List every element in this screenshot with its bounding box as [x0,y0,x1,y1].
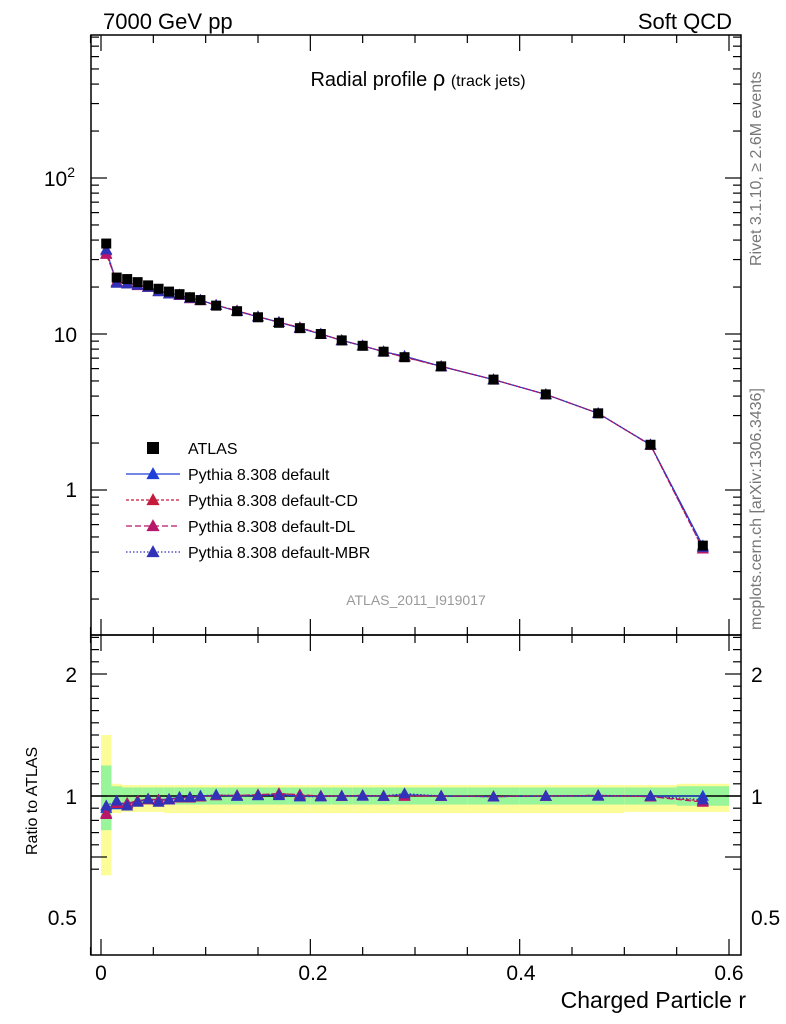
atlas-point-14 [294,323,305,334]
atlas-point-6 [164,286,175,297]
atlas-point-23 [593,408,604,419]
atlas-point-1 [111,272,122,283]
atlas-point-19 [399,352,410,363]
ratio-series-3-point-7 [173,790,186,802]
legend-marker-atlas [147,442,159,454]
atlas-point-8 [184,292,195,303]
svg-text:Radial profile ρ (track jets): Radial profile ρ (track jets) [310,66,525,91]
ratio-tick-label-05-right: 0.5 [751,907,780,930]
title-symbol: ρ [433,66,446,91]
legend-label-atlas: ATLAS [188,441,238,458]
atlas-point-21 [488,374,499,385]
ratio-series-3-point-12 [251,789,265,801]
legend-marker-0 [146,467,160,480]
header-energy-label: 7000 GeV pp [103,9,233,34]
axis-ticks [89,35,741,955]
ratio-series-3-point-24 [644,789,657,801]
ratio-panel-frame [90,634,742,956]
atlas-point-7 [174,289,185,300]
atlas-point-15 [315,329,326,339]
ratio-tick-label-1-right: 1 [751,786,763,809]
analysis-watermark: ATLAS_2011_I919017 [346,592,486,608]
x-axis-label: Charged Particle r [561,987,747,1013]
legend-label-0: Pythia 8.308 default [188,467,330,484]
ratio-series-3-point-2 [121,799,134,811]
ratio-series-3-point-18 [377,789,390,801]
legend-marker-3 [146,545,160,558]
atlas-point-9 [195,295,206,306]
x-tick-label-0: 0 [95,962,107,985]
ratio-series-3-point-10 [210,788,223,800]
rivet-version-text: Rivet 3.1.10, ≥ 2.6M events [748,71,765,266]
ratio-series-3-point-5 [152,795,165,807]
ratio-bands [101,735,729,876]
legend-label-1: Pythia 8.308 default-CD [188,493,358,510]
header-process-label: Soft QCD [638,9,732,34]
atlas-point-24 [645,439,656,450]
ratio-series-3-point-19 [398,787,411,799]
ratio-series-3-point-21 [487,790,500,802]
atlas-data-points [101,238,708,551]
ratio-series-3-point-23 [592,789,605,801]
x-tick-label-04: 0.4 [506,962,536,985]
atlas-point-3 [132,277,143,288]
atlas-point-11 [232,306,243,317]
title-main: Radial profile [310,69,427,91]
legend: ATLAS Pythia 8.308 default Pythia 8.308 de… [126,441,370,562]
ratio-y-axis-label: Ratio to ATLAS [24,747,41,855]
ratio-series-3-point-16 [335,789,348,801]
ratio-inner-band-0 [101,765,112,831]
ratio-series-3-point-22 [539,789,552,801]
ratio-series-3-point-15 [314,790,327,802]
atlas-point-12 [253,312,263,323]
x-tick-label-02: 0.2 [298,962,327,985]
ratio-tick-label-2-right: 2 [751,664,763,687]
atlas-point-2 [122,274,133,285]
atlas-point-16 [336,335,347,346]
legend-marker-2 [146,519,160,532]
atlas-point-20 [436,361,447,372]
legend-label-2: Pythia 8.308 default-DL [188,519,355,536]
atlas-point-18 [378,346,389,357]
ratio-series-3-point-25 [696,793,709,805]
legend-label-3: Pythia 8.308 default-MBR [188,545,370,562]
ratio-tick-label-2-left: 2 [65,664,77,687]
atlas-point-10 [211,300,222,311]
ratio-tick-label-1-left: 1 [65,786,77,809]
ratio-tick-label-05-left: 0.5 [48,907,77,930]
ratio-series-3-point-9 [194,789,207,801]
atlas-point-25 [697,540,708,551]
ratio-series-3-point-0 [100,799,113,811]
ratio-series-3-point-6 [162,793,176,805]
atlas-point-17 [357,340,368,351]
chart-title: Radial profile ρ (track jets) [310,66,525,91]
ratio-series-3-point-4 [142,792,155,804]
atlas-point-22 [540,389,551,400]
title-suffix: (track jets) [451,73,526,90]
svg-text:102: 102 [44,164,75,191]
ratio-series-3-point-1 [110,794,123,806]
ratio-series-3-point-11 [231,789,244,801]
atlas-point-13 [273,317,284,328]
ratio-series-3-point-17 [356,789,369,801]
main-series-3-point-0 [100,243,113,255]
ratio-series-group [100,787,709,820]
main-y-tick-label-1: 1 [65,479,77,502]
ratio-series-3-point-8 [183,790,197,802]
ratio-series-3-point-3 [131,795,144,807]
ratio-series-2-point-0 [100,808,113,820]
atlas-point-4 [143,280,154,291]
main-y-tick-label-100: 102 [44,164,75,191]
mcplots-reference-text: mcplots.cern.ch [arXiv:1306.3436] [748,388,765,630]
atlas-point-5 [153,283,164,294]
atlas-point-0 [101,238,112,249]
ratio-series-3-point-13 [272,789,285,801]
x-tick-label-06: 0.6 [714,962,743,985]
legend-marker-1 [146,493,160,506]
ratio-series-3-point-14 [293,790,306,802]
main-y-tick-label-10: 10 [54,324,77,347]
ratio-series-3-point-20 [435,789,448,801]
